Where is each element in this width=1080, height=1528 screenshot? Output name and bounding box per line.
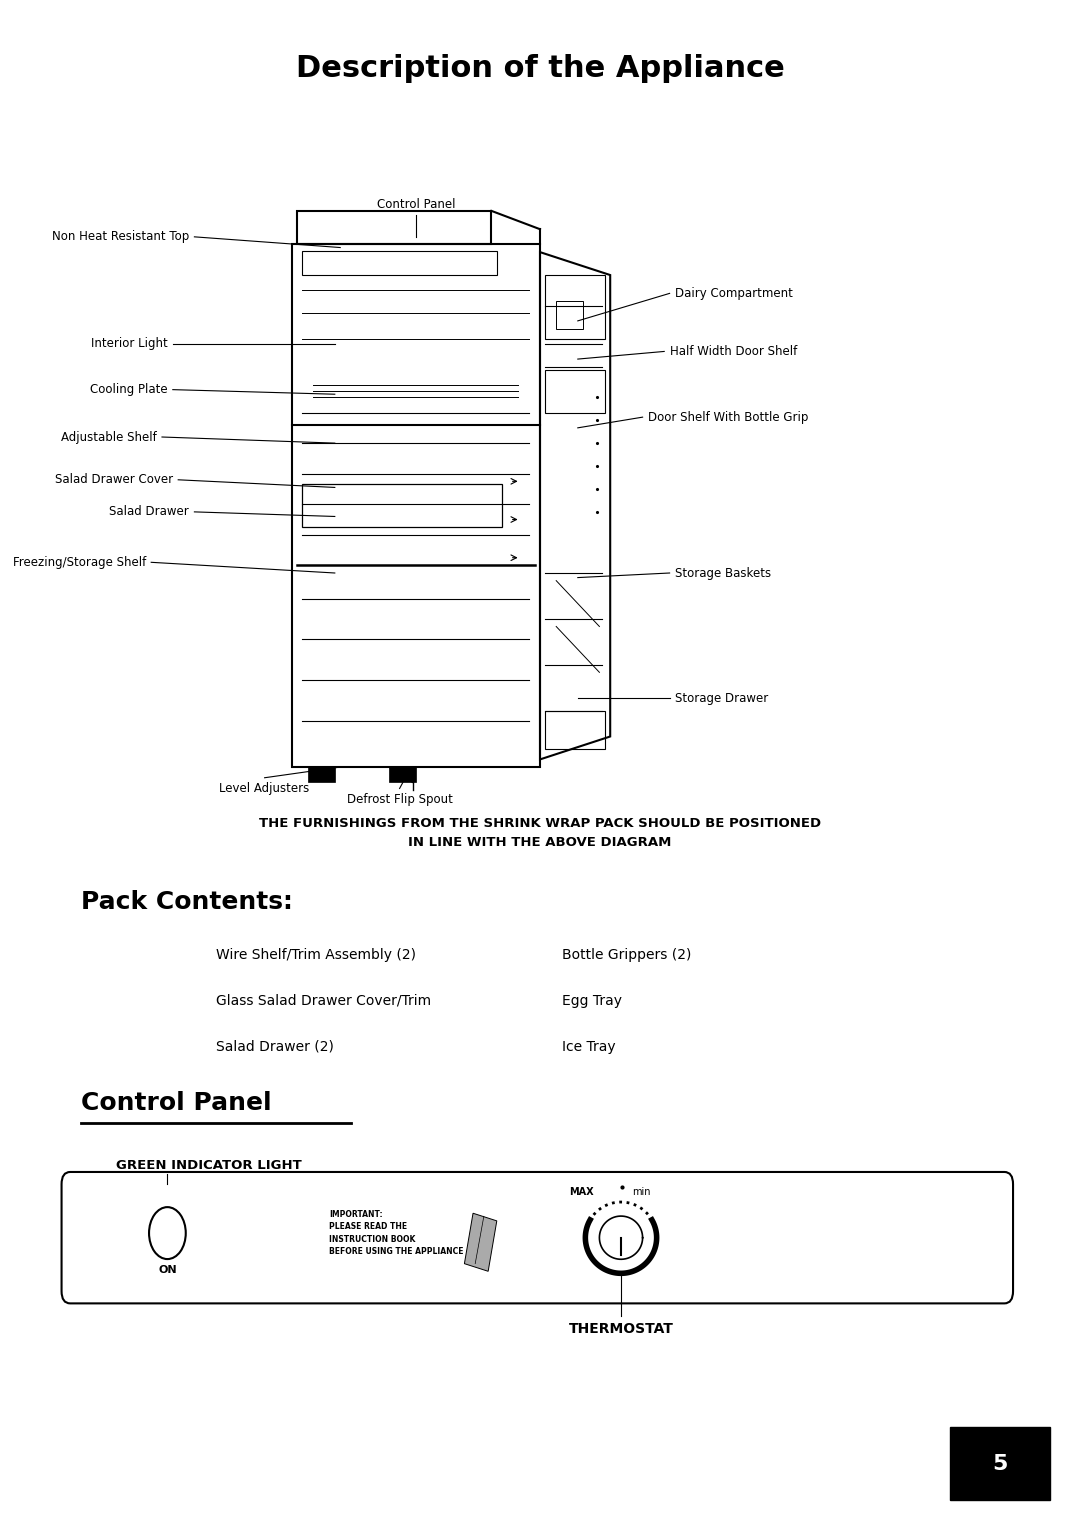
Text: Adjustable Shelf: Adjustable Shelf (60, 431, 157, 443)
Text: Salad Drawer: Salad Drawer (109, 506, 189, 518)
Text: Description of the Appliance: Description of the Appliance (296, 55, 784, 83)
Polygon shape (464, 1213, 497, 1271)
Text: Ice Tray: Ice Tray (562, 1039, 616, 1054)
Text: THE FURNISHINGS FROM THE SHRINK WRAP PACK SHOULD BE POSITIONED
IN LINE WITH THE : THE FURNISHINGS FROM THE SHRINK WRAP PAC… (259, 817, 821, 848)
Text: Dairy Compartment: Dairy Compartment (675, 287, 793, 299)
Bar (556, 301, 583, 329)
Bar (308, 767, 335, 782)
Text: MAX: MAX (569, 1187, 594, 1196)
Text: Cooling Plate: Cooling Plate (90, 384, 167, 396)
Text: Salad Drawer (2): Salad Drawer (2) (216, 1039, 334, 1054)
Text: Freezing/Storage Shelf: Freezing/Storage Shelf (13, 556, 146, 568)
Text: 5: 5 (993, 1453, 1008, 1475)
Text: GREEN INDICATOR LIGHT: GREEN INDICATOR LIGHT (116, 1160, 301, 1172)
Text: Pack Contents:: Pack Contents: (81, 889, 293, 914)
Bar (302, 251, 497, 275)
Text: Bottle Grippers (2): Bottle Grippers (2) (562, 947, 691, 963)
Bar (302, 484, 502, 527)
Text: ON: ON (158, 1265, 177, 1274)
Text: Egg Tray: Egg Tray (562, 993, 622, 1008)
Text: Glass Salad Drawer Cover/Trim: Glass Salad Drawer Cover/Trim (216, 993, 431, 1008)
Text: Wire Shelf/Trim Assembly (2): Wire Shelf/Trim Assembly (2) (216, 947, 416, 963)
Text: Defrost Flip Spout: Defrost Flip Spout (347, 793, 453, 807)
Bar (545, 711, 605, 749)
Bar (389, 767, 416, 782)
Text: Storage Drawer: Storage Drawer (675, 692, 768, 704)
Text: Half Width Door Shelf: Half Width Door Shelf (670, 345, 797, 358)
Text: Storage Baskets: Storage Baskets (675, 567, 771, 579)
Text: Salad Drawer Cover: Salad Drawer Cover (55, 474, 173, 486)
Text: Interior Light: Interior Light (91, 338, 167, 350)
Text: min: min (632, 1187, 650, 1196)
Bar (545, 275, 605, 339)
Text: Non Heat Resistant Top: Non Heat Resistant Top (52, 231, 189, 243)
Text: IMPORTANT:
PLEASE READ THE
INSTRUCTION BOOK
BEFORE USING THE APPLIANCE: IMPORTANT: PLEASE READ THE INSTRUCTION B… (329, 1210, 464, 1256)
Bar (950, 1427, 1050, 1500)
Text: Control Panel: Control Panel (377, 197, 455, 211)
Text: THERMOSTAT: THERMOSTAT (568, 1322, 674, 1337)
Text: Door Shelf With Bottle Grip: Door Shelf With Bottle Grip (648, 411, 808, 423)
Bar (545, 370, 605, 413)
Text: Control Panel: Control Panel (81, 1091, 272, 1115)
Text: Level Adjusters: Level Adjusters (219, 782, 310, 796)
